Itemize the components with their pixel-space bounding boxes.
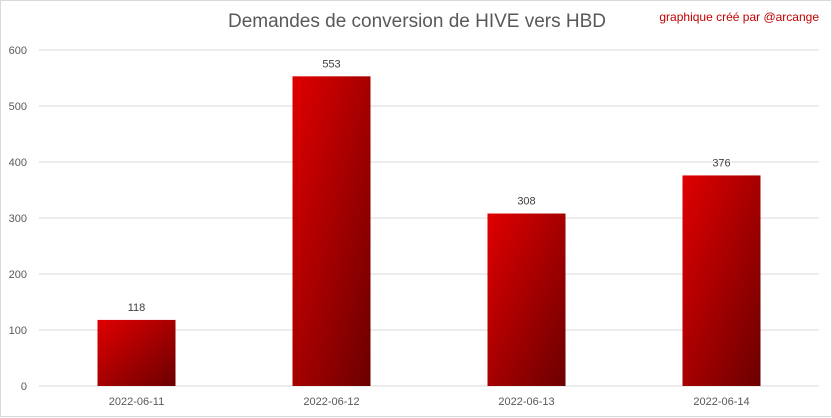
x-tick-label: 2022-06-13: [498, 396, 554, 408]
x-tick-label: 2022-06-11: [109, 396, 164, 408]
chart-title: Demandes de conversion de HIVE vers HBD: [227, 11, 607, 32]
data-label: 376: [712, 157, 730, 169]
y-tick-label: 200: [9, 269, 27, 281]
x-axis: 2022-06-11 2022-06-12 2022-06-13 2022-06-14: [109, 396, 750, 408]
bar: [682, 175, 761, 386]
data-label: 553: [322, 58, 340, 70]
data-label: 118: [128, 302, 146, 314]
y-tick-label: 0: [21, 381, 27, 393]
data-label: 308: [517, 196, 535, 208]
y-tick-label: 600: [9, 45, 27, 57]
bar: [487, 213, 566, 386]
bar: [292, 76, 371, 386]
y-axis: 0 100 200 300 400 500 600: [9, 45, 27, 393]
x-tick-label: 2022-06-14: [693, 396, 749, 408]
y-tick-label: 300: [9, 213, 27, 225]
x-tick-label: 2022-06-12: [303, 396, 359, 408]
bar: [97, 319, 176, 386]
bars: 118 553 308 376: [97, 58, 761, 386]
y-tick-label: 500: [9, 101, 27, 113]
chart-credit: graphique créé par @arcange: [659, 10, 819, 24]
y-tick-label: 100: [9, 325, 27, 337]
y-tick-label: 400: [9, 157, 27, 169]
